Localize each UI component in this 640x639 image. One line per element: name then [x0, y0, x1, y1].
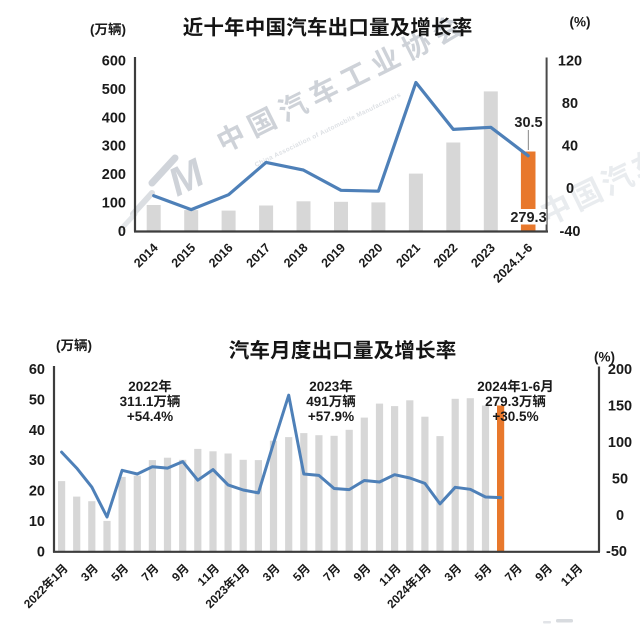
svg-text:-50: -50 — [606, 544, 627, 560]
svg-text:200: 200 — [608, 362, 632, 378]
svg-text:120: 120 — [558, 54, 582, 70]
svg-text:400: 400 — [102, 110, 126, 126]
svg-text:10: 10 — [29, 514, 45, 530]
svg-text:40: 40 — [29, 423, 45, 439]
svg-text:-40: -40 — [560, 224, 581, 240]
svg-text:40: 40 — [562, 139, 578, 155]
svg-text:50: 50 — [612, 471, 628, 487]
svg-text:60: 60 — [29, 362, 45, 378]
svg-text:100: 100 — [102, 195, 126, 211]
svg-text:0: 0 — [616, 508, 624, 524]
svg-text:0: 0 — [37, 544, 45, 560]
svg-text:80: 80 — [562, 96, 578, 112]
svg-text:(%): (%) — [570, 15, 591, 30]
svg-text:30: 30 — [29, 453, 45, 469]
svg-text:(%): (%) — [594, 350, 615, 365]
svg-text:0: 0 — [566, 181, 574, 197]
svg-text:+30.5%: +30.5% — [492, 409, 538, 424]
svg-text:500: 500 — [102, 82, 126, 98]
svg-text:+54.4%: +54.4% — [127, 409, 173, 424]
svg-text:+57.9%: +57.9% — [308, 409, 354, 424]
svg-text:150: 150 — [608, 398, 632, 414]
svg-text:300: 300 — [102, 139, 126, 155]
svg-text:20: 20 — [29, 484, 45, 500]
svg-text:600: 600 — [102, 54, 126, 70]
svg-text:200: 200 — [102, 167, 126, 183]
svg-text:50: 50 — [29, 392, 45, 408]
svg-text:30.5: 30.5 — [514, 115, 542, 131]
svg-text:0: 0 — [118, 224, 126, 240]
svg-text:100: 100 — [608, 435, 632, 451]
svg-text:279.3: 279.3 — [510, 210, 546, 226]
